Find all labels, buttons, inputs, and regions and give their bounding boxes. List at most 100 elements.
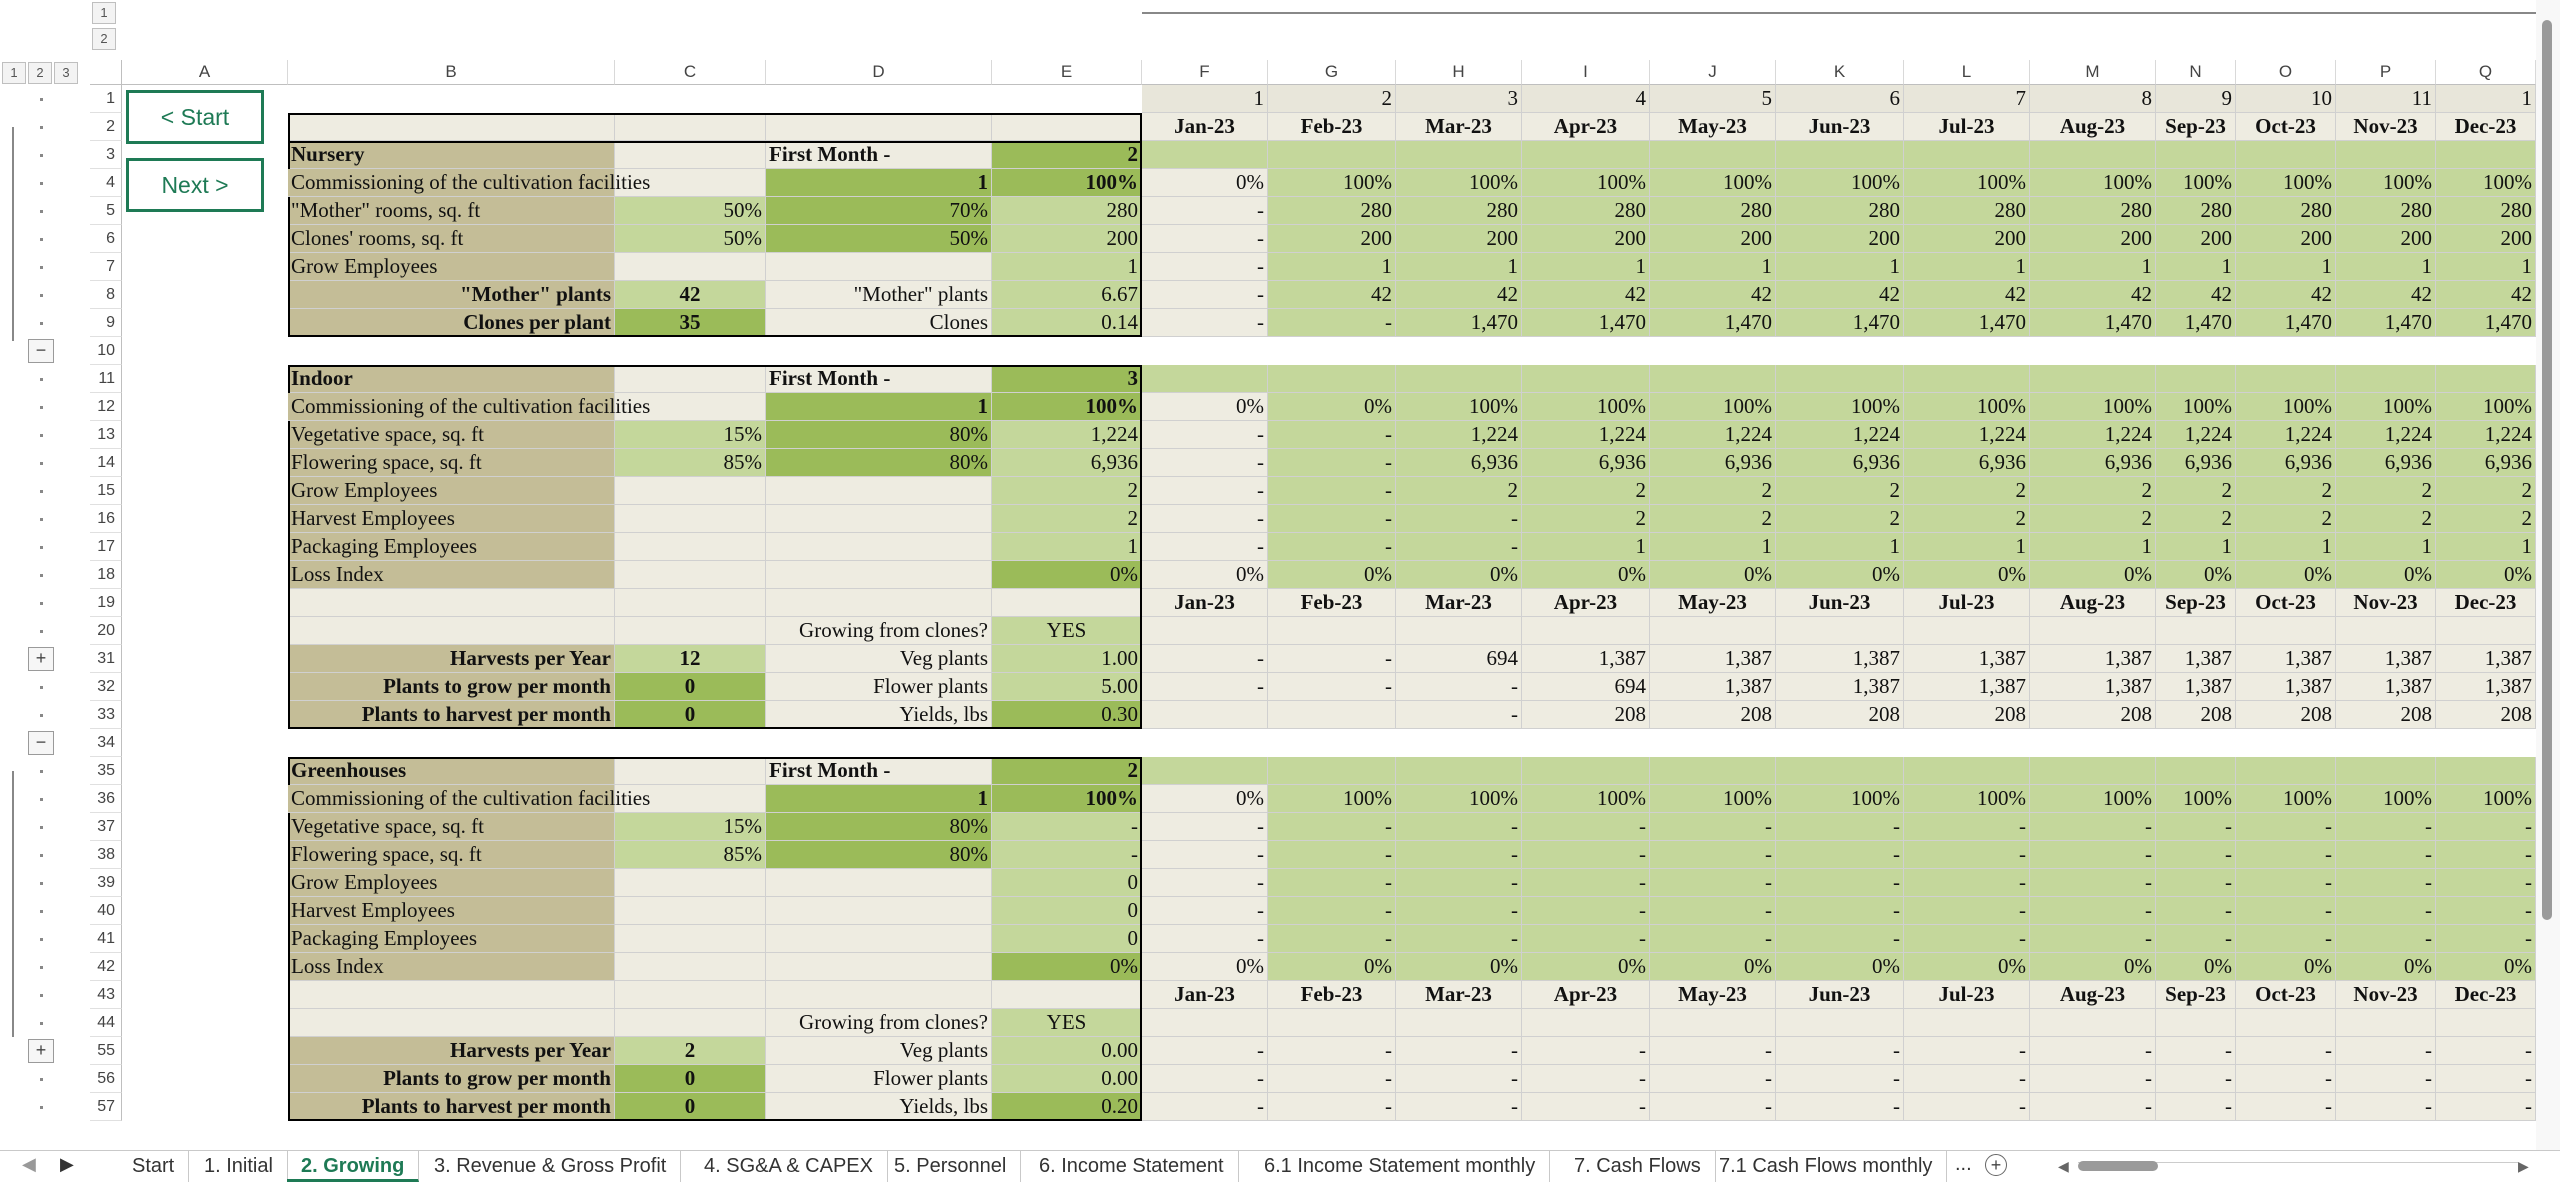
sheet-tab[interactable]: 2. Growing [287,1151,420,1182]
row-outline-level-1[interactable]: 1 [2,62,26,84]
row-header-32[interactable]: 32 [90,673,122,701]
column-header-l[interactable]: L [1904,60,2030,85]
collapse-group-icon[interactable]: − [28,731,54,755]
row-header-6[interactable]: 6 [90,225,122,253]
sheet-tab[interactable]: 7.1 Cash Flows monthly [1705,1151,1948,1182]
month-value: - [1396,1093,1522,1121]
row-header-14[interactable]: 14 [90,449,122,477]
vertical-scrollbar[interactable] [2536,0,2560,1150]
row-header-8[interactable]: 8 [90,281,122,309]
sheet-tab[interactable]: 1. Initial [190,1151,288,1182]
column-header-g[interactable]: G [1268,60,1396,85]
row-header-56[interactable]: 56 [90,1065,122,1093]
more-tabs-button[interactable]: ... [1955,1153,1972,1175]
row-header-40[interactable]: 40 [90,897,122,925]
row-header-18[interactable]: 18 [90,561,122,589]
row-header-11[interactable]: 11 [90,365,122,393]
row-header-33[interactable]: 33 [90,701,122,729]
row-header-16[interactable]: 16 [90,505,122,533]
month-value: 42 [1776,281,1904,309]
column-header-j[interactable]: J [1650,60,1776,85]
row-header-5[interactable]: 5 [90,197,122,225]
row-header-39[interactable]: 39 [90,869,122,897]
row-header-7[interactable]: 7 [90,253,122,281]
row-header-55[interactable]: 55 [90,1037,122,1065]
month-value: 1 [1776,533,1904,561]
row-header-13[interactable]: 13 [90,421,122,449]
column-header-a[interactable]: A [122,60,288,85]
row-header-35[interactable]: 35 [90,757,122,785]
row-header-44[interactable]: 44 [90,1009,122,1037]
blank-cell [1142,757,1268,785]
column-header-i[interactable]: I [1522,60,1650,85]
start-button[interactable]: < Start [126,90,264,144]
row-header-10[interactable]: 10 [90,337,122,365]
next-button[interactable]: Next > [126,158,264,212]
sheet-tab[interactable]: 3. Revenue & Gross Profit [420,1151,682,1182]
row-header-15[interactable]: 15 [90,477,122,505]
row-header-3[interactable]: 3 [90,141,122,169]
collapse-group-icon[interactable]: − [28,339,54,363]
row-header-17[interactable]: 17 [90,533,122,561]
col-outline-level-2[interactable]: 2 [92,28,116,50]
row-header-4[interactable]: 4 [90,169,122,197]
expand-group-icon[interactable]: + [28,1039,54,1063]
row-header-43[interactable]: 43 [90,981,122,1009]
column-header-e[interactable]: E [992,60,1142,85]
row-header-9[interactable]: 9 [90,309,122,337]
column-header-d[interactable]: D [766,60,992,85]
column-header-f[interactable]: F [1142,60,1268,85]
column-header-h[interactable]: H [1396,60,1522,85]
scroll-left-icon[interactable]: ◀ [2058,1158,2069,1174]
sheet-tab[interactable]: 6.1 Income Statement monthly [1250,1151,1551,1182]
blank-cell [2336,141,2436,169]
horizontal-scrollbar[interactable]: ◀ ▶ [2058,1158,2529,1174]
column-header-c[interactable]: C [615,60,766,85]
column-header-n[interactable]: N [2156,60,2236,85]
row-header-20[interactable]: 20 [90,617,122,645]
column-header-p[interactable]: P [2336,60,2436,85]
row-header-57[interactable]: 57 [90,1093,122,1121]
select-all-corner[interactable] [90,60,122,85]
scroll-tabs-left-icon[interactable]: ◀ [22,1154,36,1174]
vertical-scroll-thumb[interactable] [2542,20,2552,920]
row-outline-level-3[interactable]: 3 [54,62,78,84]
month-value: 2 [2030,477,2156,505]
horizontal-scroll-thumb[interactable] [2078,1161,2158,1171]
column-header-q[interactable]: Q [2436,60,2536,85]
row-header-36[interactable]: 36 [90,785,122,813]
column-header-o[interactable]: O [2236,60,2336,85]
month-value: 100% [2336,169,2436,197]
sheet-tab[interactable]: Start [118,1151,190,1182]
scroll-tabs-right-icon[interactable]: ▶ [60,1154,74,1174]
expand-group-icon[interactable]: + [28,647,54,671]
col-outline-level-1[interactable]: 1 [92,2,116,24]
value-cell: 0 [992,897,1142,925]
month-value: 0% [2236,561,2336,589]
sheet-tab[interactable]: 4. SG&A & CAPEX [690,1151,888,1182]
row-header-38[interactable]: 38 [90,841,122,869]
sheet-tab[interactable]: 6. Income Statement [1025,1151,1239,1182]
month-value: - [1776,1093,1904,1121]
row-outline-level-2[interactable]: 2 [28,62,52,84]
add-sheet-icon[interactable]: + [1985,1154,2007,1176]
row-header-19[interactable]: 19 [90,589,122,617]
row-header-31[interactable]: 31 [90,645,122,673]
month-value: 200 [2336,225,2436,253]
scroll-right-icon[interactable]: ▶ [2518,1158,2529,1174]
row-header-42[interactable]: 42 [90,953,122,981]
column-header-m[interactable]: M [2030,60,2156,85]
column-header-k[interactable]: K [1776,60,1904,85]
row-header-34[interactable]: 34 [90,729,122,757]
sheet-tab[interactable]: 5. Personnel [880,1151,1022,1182]
row-header-12[interactable]: 12 [90,393,122,421]
row-header-37[interactable]: 37 [90,813,122,841]
column-header-b[interactable]: B [288,60,615,85]
row-header-1[interactable]: 1 [90,85,122,113]
sheet-tab[interactable]: 7. Cash Flows [1560,1151,1716,1182]
row-header-41[interactable]: 41 [90,925,122,953]
input-cell: 0 [615,1065,766,1093]
month-value: 1,470 [2436,309,2536,337]
row-header-2[interactable]: 2 [90,113,122,141]
month-value: 0% [1776,953,1904,981]
